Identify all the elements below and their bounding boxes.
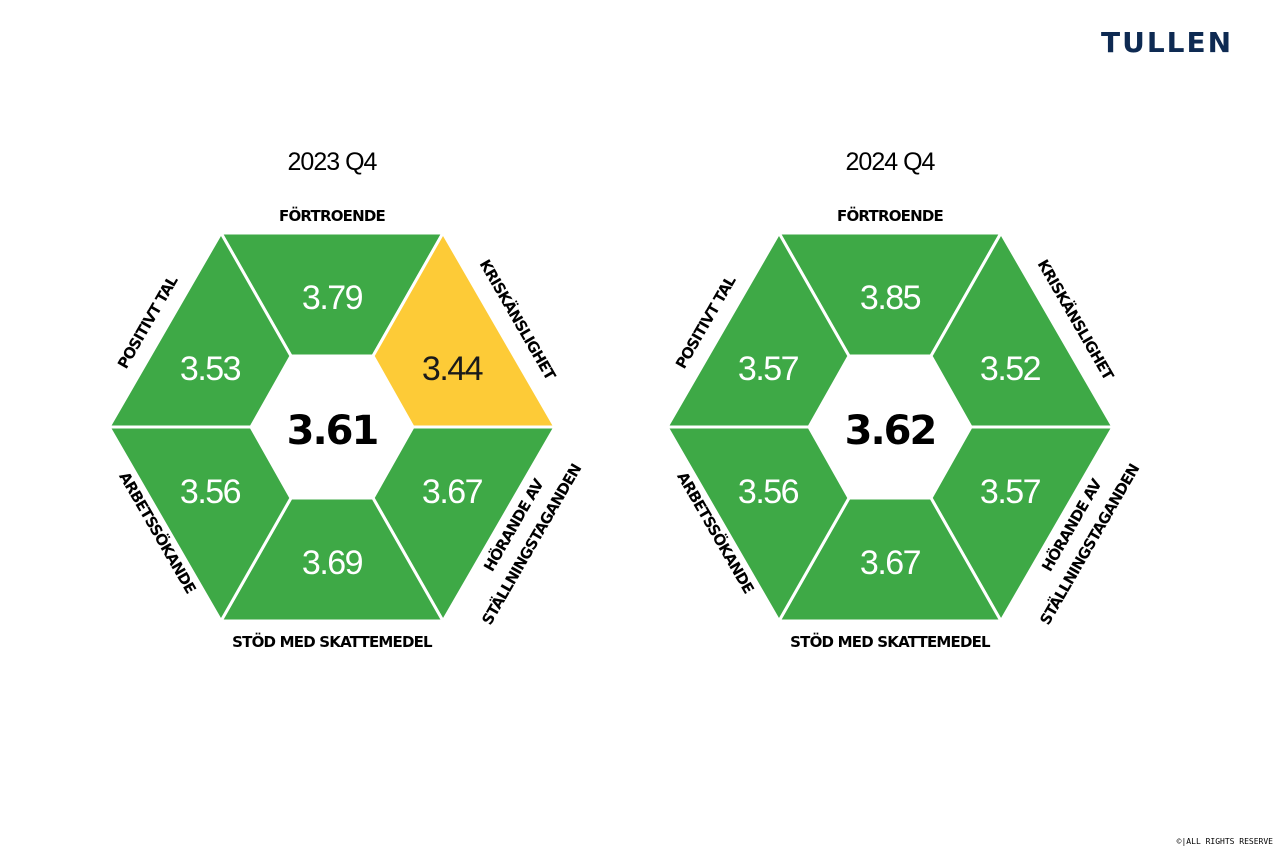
value-stod: 3.69 (302, 544, 363, 582)
overall-score: 3.62 (845, 408, 936, 454)
label-stod: STÖD MED SKATTEMEDEL (790, 632, 991, 651)
value-positivt-tal: 3.53 (180, 350, 241, 388)
center-hexagon (251, 356, 413, 498)
value-kriskanslighet: 3.52 (980, 350, 1041, 388)
value-fortroende: 3.85 (860, 279, 921, 317)
value-arbetssokande: 3.56 (180, 473, 241, 511)
label-fortroende: FÖRTROENDE (279, 206, 385, 225)
value-kriskanslighet: 3.44 (422, 350, 483, 388)
period-title: 2024 Q4 (846, 148, 936, 176)
hexagon-2023: 2023 Q4 3.79 3.44 3.67 3.69 3.56 3.53 3.… (107, 148, 585, 651)
hexagon-2024: 2024 Q4 3.85 3.52 3.57 3.67 3.56 3.57 3.… (665, 148, 1143, 651)
value-fortroende: 3.79 (302, 279, 363, 317)
value-horande: 3.57 (980, 473, 1041, 511)
value-horande: 3.67 (422, 473, 483, 511)
period-title: 2023 Q4 (288, 148, 378, 176)
tullen-logo: TULLEN (1101, 26, 1234, 59)
copyright-notice: ©|ALL RIGHTS RESERVE (1176, 837, 1273, 846)
value-positivt-tal: 3.57 (738, 350, 799, 388)
center-hexagon (809, 356, 971, 498)
overall-score: 3.61 (287, 408, 378, 454)
label-stod: STÖD MED SKATTEMEDEL (232, 632, 433, 651)
value-arbetssokande: 3.56 (738, 473, 799, 511)
label-fortroende: FÖRTROENDE (837, 206, 943, 225)
value-stod: 3.67 (860, 544, 921, 582)
